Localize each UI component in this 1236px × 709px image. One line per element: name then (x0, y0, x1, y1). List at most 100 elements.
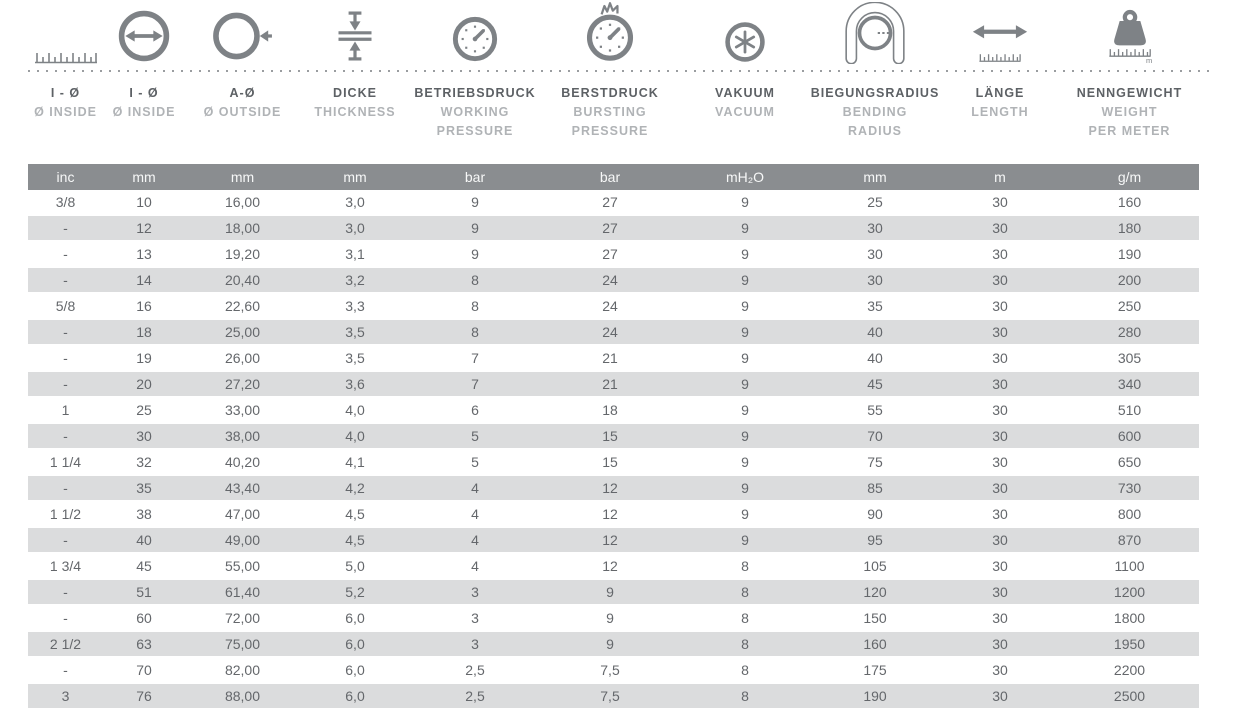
table-cell: 9 (741, 324, 749, 340)
table-cell: 9 (741, 350, 749, 366)
table-row: - 13 19,20 3,1 9 27 9 30 30 190 (28, 242, 1199, 268)
table-cell: 2 1/2 (49, 636, 82, 652)
table-cell: 21 (602, 350, 618, 366)
table-cell: 38,00 (224, 428, 261, 444)
table-cell: 120 (863, 584, 887, 600)
table-cell: 40 (867, 350, 883, 366)
table-cell: 12 (602, 480, 618, 496)
table-row: - 60 72,00 6,0 3 9 8 150 30 1800 (28, 606, 1199, 632)
table-cell: 8 (471, 324, 479, 340)
table-cell: 6 (471, 402, 479, 418)
table-cell: 40 (136, 532, 152, 548)
table-cell: 800 (1117, 506, 1142, 522)
table-cell: 95 (867, 532, 883, 548)
table-cell: 24 (602, 272, 618, 288)
table-cell: 2200 (1113, 662, 1146, 678)
unit-header-working-pressure: bar (464, 169, 486, 185)
table-cell: 4 (471, 532, 479, 548)
table-cell: 5 (471, 454, 479, 470)
table-cell: 4,1 (345, 454, 365, 470)
column-label-vacuum: VAKUUM VACUUM (680, 84, 810, 141)
label-de: BIEGUNGSRADIUS (810, 86, 940, 100)
table-cell: 30 (992, 584, 1008, 600)
column-label-outside-mm: A-Ø Ø OUTSIDE (185, 84, 300, 141)
table-cell: 3,6 (345, 376, 365, 392)
table-cell: 9 (741, 376, 749, 392)
table-cell: 3 (471, 636, 479, 652)
table-cell: 280 (1117, 324, 1142, 340)
table-cell: 26,00 (224, 350, 261, 366)
table-cell: 1 (61, 402, 70, 418)
table-cell: 15 (602, 428, 618, 444)
table-cell: 250 (1117, 298, 1142, 314)
table-cell: 8 (471, 298, 479, 314)
table-cell: 6,0 (345, 662, 365, 678)
table-cell: 3,0 (345, 194, 365, 210)
table-cell: 30 (992, 220, 1008, 236)
table-cell: 30 (992, 298, 1008, 314)
label-de: DICKE (333, 86, 377, 100)
table-cell: 22,60 (224, 298, 261, 314)
label-en: BURSTING PRESSURE (571, 105, 649, 138)
table-cell: 3/8 (55, 194, 76, 210)
unit-header-bending-radius: mm (863, 169, 887, 185)
table-cell: 7 (471, 376, 479, 392)
unit-header-outside-mm: mm (230, 169, 255, 185)
label-de: BERSTDRUCK (561, 86, 659, 100)
unit-header-inside-mm: mm (132, 169, 156, 185)
label-en: WORKING PRESSURE (436, 105, 514, 138)
table-cell: 19,20 (224, 246, 261, 262)
table-cell: 2500 (1113, 688, 1146, 704)
table-cell: - (63, 220, 68, 236)
table-cell: 72,00 (224, 610, 261, 626)
table-cell: 75 (867, 454, 883, 470)
header-labels-row: I - Ø Ø INSIDE I - Ø Ø INSIDE A-Ø Ø OUTS… (28, 84, 1199, 141)
table-cell: 35 (867, 298, 883, 314)
table-cell: 63 (136, 636, 152, 652)
table-cell: 9 (741, 532, 749, 548)
label-en: Ø INSIDE (112, 105, 176, 119)
table-cell: 5 (471, 428, 479, 444)
bending-radius-icon (810, 2, 940, 68)
table-cell: 18 (602, 402, 618, 418)
table-cell: 1 1/2 (49, 506, 82, 522)
dotted-divider (28, 70, 1211, 72)
table-cell: 3 (471, 584, 479, 600)
table-cell: 9 (471, 246, 479, 262)
length-icon (940, 2, 1060, 68)
table-cell: 19 (136, 350, 152, 366)
label-de: I - Ø (50, 86, 81, 100)
table-row: - 30 38,00 4,0 5 15 9 70 30 600 (28, 424, 1199, 450)
table-cell: 5,2 (345, 584, 365, 600)
table-cell: 4,0 (345, 428, 365, 444)
table-cell: 175 (863, 662, 887, 678)
table-cell: 61,40 (224, 584, 261, 600)
table-cell: 9 (471, 220, 479, 236)
table-cell: 88,00 (224, 688, 261, 704)
table-cell: 9 (741, 298, 749, 314)
column-label-working-pressure: BETRIEBSDRUCK WORKING PRESSURE (410, 84, 540, 141)
table-cell: - (63, 376, 68, 392)
table-cell: 9 (741, 220, 749, 236)
label-de: VAKUUM (715, 86, 775, 100)
label-en: THICKNESS (314, 105, 396, 119)
table-cell: 16,00 (224, 194, 261, 210)
table-cell: 30 (992, 272, 1008, 288)
label-de: A-Ø (229, 86, 256, 100)
table-row: 1 25 33,00 4,0 6 18 9 55 30 510 (28, 398, 1199, 424)
table-cell: 27 (602, 194, 618, 210)
unit-header-bursting-pressure: bar (599, 169, 621, 185)
column-label-weight: NENNGEWICHT WEIGHT PER METER (1060, 84, 1199, 141)
table-cell: 510 (1117, 402, 1142, 418)
label-de: NENNGEWICHT (1076, 86, 1183, 100)
table-cell: 5,0 (345, 558, 365, 574)
table-row: - 51 61,40 5,2 3 9 8 120 30 1200 (28, 580, 1199, 606)
table-cell: 85 (867, 480, 883, 496)
table-cell: 30 (867, 220, 883, 236)
table-cell: 4,5 (345, 532, 365, 548)
table-cell: 30 (992, 480, 1008, 496)
table-cell: 1800 (1113, 610, 1146, 626)
column-label-thickness: DICKE THICKNESS (300, 84, 410, 141)
table-cell: 30 (992, 402, 1008, 418)
column-label-inside-inc: I - Ø Ø INSIDE (28, 84, 103, 141)
